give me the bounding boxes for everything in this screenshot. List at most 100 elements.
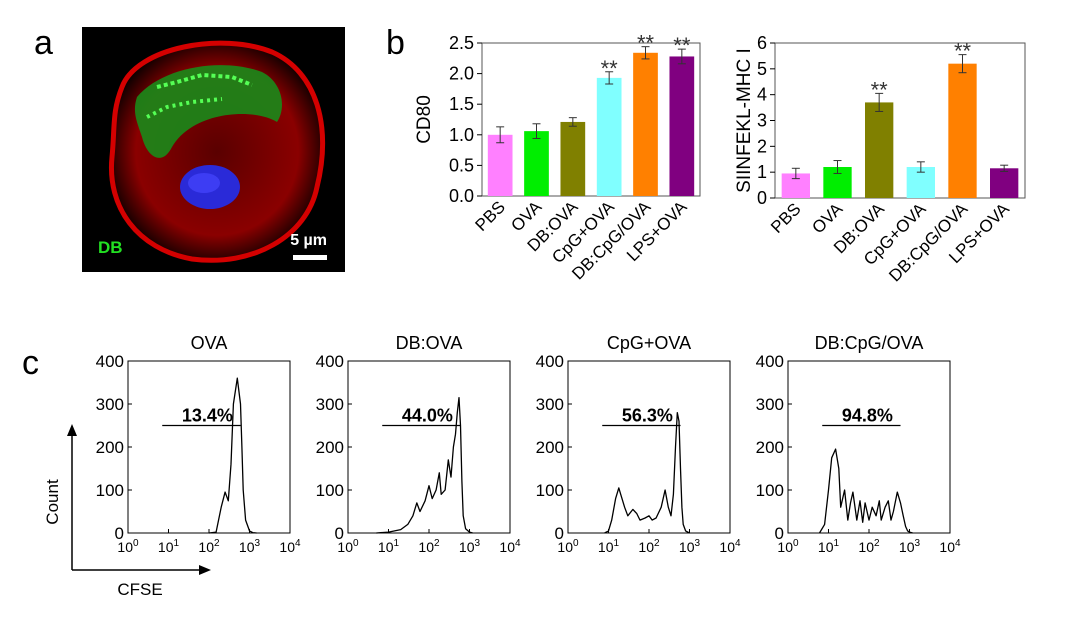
bar xyxy=(524,131,549,196)
significance-marker: ** xyxy=(954,39,972,64)
histogram-curve xyxy=(208,377,257,534)
x-tick-label: 102 xyxy=(858,538,880,555)
gate-percent-label: 13.4% xyxy=(182,406,233,426)
category-label: PBS xyxy=(471,197,508,234)
bar xyxy=(990,168,1019,198)
cd80-bar-chart: 0.00.51.01.52.02.5CD80PBSOVADB:OVA**CpG+… xyxy=(414,31,701,283)
y-tick-label: 0 xyxy=(757,188,767,208)
bar xyxy=(596,77,622,196)
gate-percent-label: 56.3% xyxy=(622,406,673,426)
y-tick-label: 400 xyxy=(96,352,124,371)
y-tick-label: 0 xyxy=(115,524,124,543)
bar xyxy=(865,102,894,198)
y-tick-label: 2.0 xyxy=(449,64,474,84)
db-particles-band-2 xyxy=(146,97,223,119)
y-tick-label: 100 xyxy=(96,481,124,500)
x-tick-label: 103 xyxy=(239,538,261,555)
db-particles-region xyxy=(134,65,282,158)
y-tick-label: 200 xyxy=(536,438,564,457)
plot-frame xyxy=(127,360,291,534)
y-tick-label: 1.5 xyxy=(449,94,474,114)
y-tick-label: 400 xyxy=(316,352,344,371)
plot-frame xyxy=(774,42,1026,199)
y-tick-label: 2.5 xyxy=(449,33,474,53)
bar xyxy=(948,63,977,198)
histogram-title: OVA xyxy=(191,333,228,353)
x-tick-label: 103 xyxy=(459,538,481,555)
y-tick-label: 2 xyxy=(757,136,767,156)
scale-bar-label: 5 µm xyxy=(290,232,327,249)
significance-marker: ** xyxy=(871,77,889,102)
significance-marker: ** xyxy=(637,31,655,56)
cfse-arrowhead xyxy=(199,565,211,575)
plot-frame xyxy=(787,360,951,534)
y-tick-label: 1 xyxy=(757,162,767,182)
bar xyxy=(669,56,695,196)
x-tick-label: 102 xyxy=(638,538,660,555)
significance-marker: ** xyxy=(673,33,691,58)
x-tick-label: 100 xyxy=(557,538,579,555)
plot-frame xyxy=(347,360,511,534)
category-label: PBS xyxy=(767,199,804,236)
plot-frame xyxy=(567,360,731,534)
y-tick-label: 300 xyxy=(756,395,784,414)
y-tick-label: 1.0 xyxy=(449,125,474,145)
y-axis-label: CD80 xyxy=(414,95,435,144)
y-tick-label: 300 xyxy=(96,395,124,414)
y-tick-label: 6 xyxy=(757,33,767,53)
y-tick-label: 0 xyxy=(335,524,344,543)
y-tick-label: 100 xyxy=(536,481,564,500)
y-tick-label: 300 xyxy=(536,395,564,414)
x-tick-label: 102 xyxy=(418,538,440,555)
y-tick-label: 0 xyxy=(555,524,564,543)
cfse-axis-label: CFSE xyxy=(117,580,162,599)
histogram-curve xyxy=(818,448,913,534)
histogram-title: DB:OVA xyxy=(396,333,463,353)
x-tick-label: 103 xyxy=(679,538,701,555)
nucleus-highlight xyxy=(188,173,220,193)
axis-arrows: Count CFSE xyxy=(43,424,211,599)
y-tick-label: 100 xyxy=(756,481,784,500)
x-tick-label: 101 xyxy=(158,538,180,555)
y-tick-label: 0.5 xyxy=(449,155,474,175)
y-tick-label: 400 xyxy=(756,352,784,371)
count-arrowhead xyxy=(67,424,77,436)
histogram-title: CpG+OVA xyxy=(607,333,691,353)
y-tick-label: 4 xyxy=(757,85,767,105)
x-tick-label: 104 xyxy=(939,538,961,555)
y-tick-label: 0.0 xyxy=(449,186,474,206)
y-tick-label: 3 xyxy=(757,111,767,131)
x-tick-label: 101 xyxy=(818,538,840,555)
panel-letter-c: c xyxy=(22,344,39,382)
x-tick-label: 104 xyxy=(279,538,301,555)
panel-letter-b: b xyxy=(386,24,405,62)
db-channel-label: DB xyxy=(98,238,123,257)
y-tick-label: 200 xyxy=(756,438,784,457)
panel-letter-a: a xyxy=(34,24,53,62)
scale-bar xyxy=(293,255,327,260)
histogram-curve xyxy=(604,411,690,534)
histogram-curve xyxy=(376,396,473,534)
plot-frame xyxy=(481,42,701,197)
y-tick-label: 100 xyxy=(316,481,344,500)
x-tick-label: 100 xyxy=(117,538,139,555)
x-tick-label: 101 xyxy=(598,538,620,555)
y-tick-label: 0 xyxy=(775,524,784,543)
x-tick-label: 104 xyxy=(719,538,741,555)
y-tick-label: 300 xyxy=(316,395,344,414)
y-tick-label: 200 xyxy=(96,438,124,457)
gate-percent-label: 94.8% xyxy=(842,406,893,426)
significance-marker: ** xyxy=(601,56,619,81)
x-tick-label: 101 xyxy=(378,538,400,555)
bar xyxy=(487,134,513,196)
y-tick-label: 5 xyxy=(757,59,767,79)
gate-percent-label: 44.0% xyxy=(402,406,453,426)
y-tick-label: 200 xyxy=(316,438,344,457)
confocal-micrograph: DB 5 µm xyxy=(82,27,345,272)
